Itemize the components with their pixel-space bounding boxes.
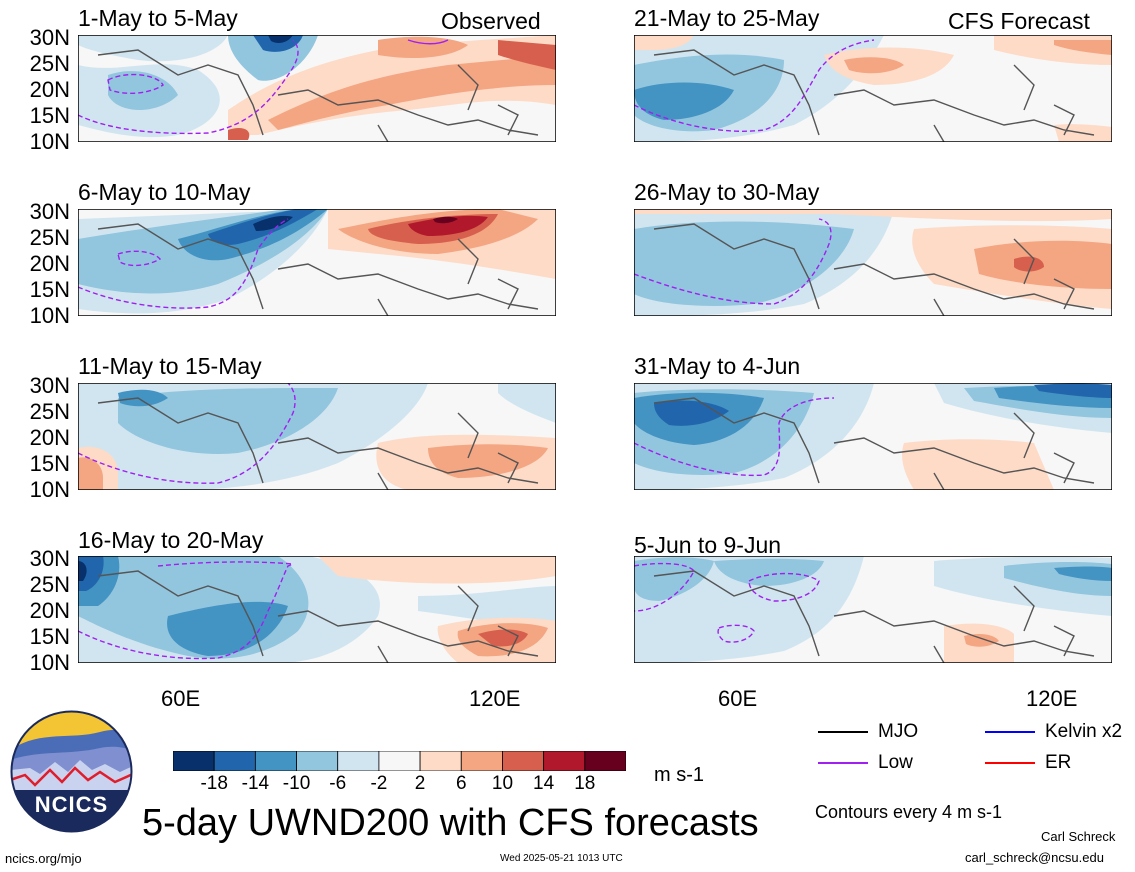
footer-timestamp: Wed 2025-05-21 1013 UTC xyxy=(500,853,623,864)
colorbar xyxy=(172,750,627,772)
panel-title: 16-May to 20-May xyxy=(78,527,264,553)
lat-tick-label: 15N xyxy=(29,451,70,476)
colorbar-swatch xyxy=(378,750,421,772)
colorbar-tick-label: -10 xyxy=(282,773,311,794)
legend-line xyxy=(818,731,868,733)
lat-tick-label: 10N xyxy=(29,650,70,675)
lat-tick-label: 15N xyxy=(29,277,70,302)
panel-title: 5-Jun to 9-Jun xyxy=(634,532,782,558)
lat-tick-label: 15N xyxy=(29,103,70,128)
wind-field-map xyxy=(78,383,556,490)
footer-author: Carl Schreck xyxy=(1041,829,1116,844)
lat-tick-label: 20N xyxy=(29,425,70,450)
lon-tick-label: 60E xyxy=(161,686,201,711)
panel-title: 31-May to 4-Jun xyxy=(634,353,801,379)
map-panel xyxy=(78,35,556,142)
legend-label: ER xyxy=(1045,752,1072,773)
lat-tick-label: 30N xyxy=(29,25,70,50)
wind-field-map xyxy=(78,35,556,142)
wind-field-map xyxy=(78,556,556,663)
legend-line xyxy=(985,762,1035,764)
colorbar-swatch xyxy=(419,750,462,772)
colorbar-swatches xyxy=(172,750,627,772)
colorbar-swatch xyxy=(172,750,215,772)
panel-tag: CFS Forecast xyxy=(948,8,1090,34)
legend-line xyxy=(985,731,1035,733)
panel-title: 21-May to 25-May xyxy=(634,5,820,31)
colorbar-swatch xyxy=(213,750,256,772)
lat-tick-label: 10N xyxy=(29,477,70,502)
map-panel xyxy=(634,209,1112,316)
lat-tick-label: 15N xyxy=(29,624,70,649)
colorbar-swatch xyxy=(254,750,297,772)
lat-tick-label: 30N xyxy=(29,546,70,571)
wind-field-map xyxy=(634,209,1112,316)
map-panel xyxy=(78,209,556,316)
footer-url[interactable]: ncics.org/mjo xyxy=(5,851,82,866)
colorbar-tick-label: 14 xyxy=(533,773,555,794)
map-panel xyxy=(634,556,1112,663)
panel-title: 1-May to 5-May xyxy=(78,5,238,31)
wind-field-map xyxy=(634,35,1112,142)
wind-field-map xyxy=(634,556,1112,663)
colorbar-tick-label: -2 xyxy=(370,773,388,794)
lat-tick-label: 30N xyxy=(29,199,70,224)
main-title: 5-day UWND200 with CFS forecasts xyxy=(142,802,759,844)
map-panel xyxy=(78,556,556,663)
map-panel xyxy=(78,383,556,490)
map-panel xyxy=(634,35,1112,142)
legend-line xyxy=(818,762,868,764)
colorbar-swatch xyxy=(543,750,586,772)
colorbar-swatch xyxy=(584,750,627,772)
colorbar-swatch xyxy=(460,750,503,772)
colorbar-unit: m s-1 xyxy=(654,764,704,786)
lon-tick-label: 120E xyxy=(469,686,521,711)
colorbar-tick-label: 10 xyxy=(491,773,514,794)
lat-tick-label: 10N xyxy=(29,129,70,154)
colorbar-tick-label: 6 xyxy=(455,773,467,794)
lon-tick-label: 60E xyxy=(718,686,758,711)
lat-tick-label: 25N xyxy=(29,572,70,597)
lat-tick-label: 25N xyxy=(29,225,70,250)
panel-title: 26-May to 30-May xyxy=(634,179,820,205)
colorbar-tick-label: -6 xyxy=(329,773,347,794)
colorbar-tick-label: 2 xyxy=(414,773,426,794)
logo-text: NCICS xyxy=(34,792,109,817)
legend-label: Low xyxy=(878,752,913,773)
panel-title: 6-May to 10-May xyxy=(78,179,251,205)
colorbar-swatch xyxy=(502,750,545,772)
lat-tick-label: 25N xyxy=(29,51,70,76)
panel-title: 11-May to 15-May xyxy=(78,353,262,379)
wind-field-map xyxy=(78,209,556,316)
colorbar-swatch xyxy=(296,750,339,772)
legend-label: Kelvin x2 xyxy=(1045,721,1123,742)
lat-tick-label: 20N xyxy=(29,598,70,623)
colorbar-tick-label: -14 xyxy=(241,773,270,794)
lat-tick-label: 10N xyxy=(29,303,70,328)
contours-note: Contours every 4 m s-1 xyxy=(815,802,1003,822)
lat-tick-label: 25N xyxy=(29,399,70,424)
panel-tag: Observed xyxy=(441,8,541,34)
lat-tick-label: 20N xyxy=(29,77,70,102)
colorbar-tick-label: -18 xyxy=(200,773,228,794)
lat-tick-label: 20N xyxy=(29,251,70,276)
lat-tick-label: 30N xyxy=(29,373,70,398)
colorbar-swatch xyxy=(337,750,380,772)
legend-label: MJO xyxy=(878,721,919,742)
lon-tick-label: 120E xyxy=(1026,686,1078,711)
colorbar-tick-label: 18 xyxy=(574,773,596,794)
wind-field-map xyxy=(634,383,1112,490)
map-panel xyxy=(634,383,1112,490)
footer-email[interactable]: carl_schreck@ncsu.edu xyxy=(965,850,1104,865)
ncics-logo: NCICS xyxy=(10,710,133,833)
